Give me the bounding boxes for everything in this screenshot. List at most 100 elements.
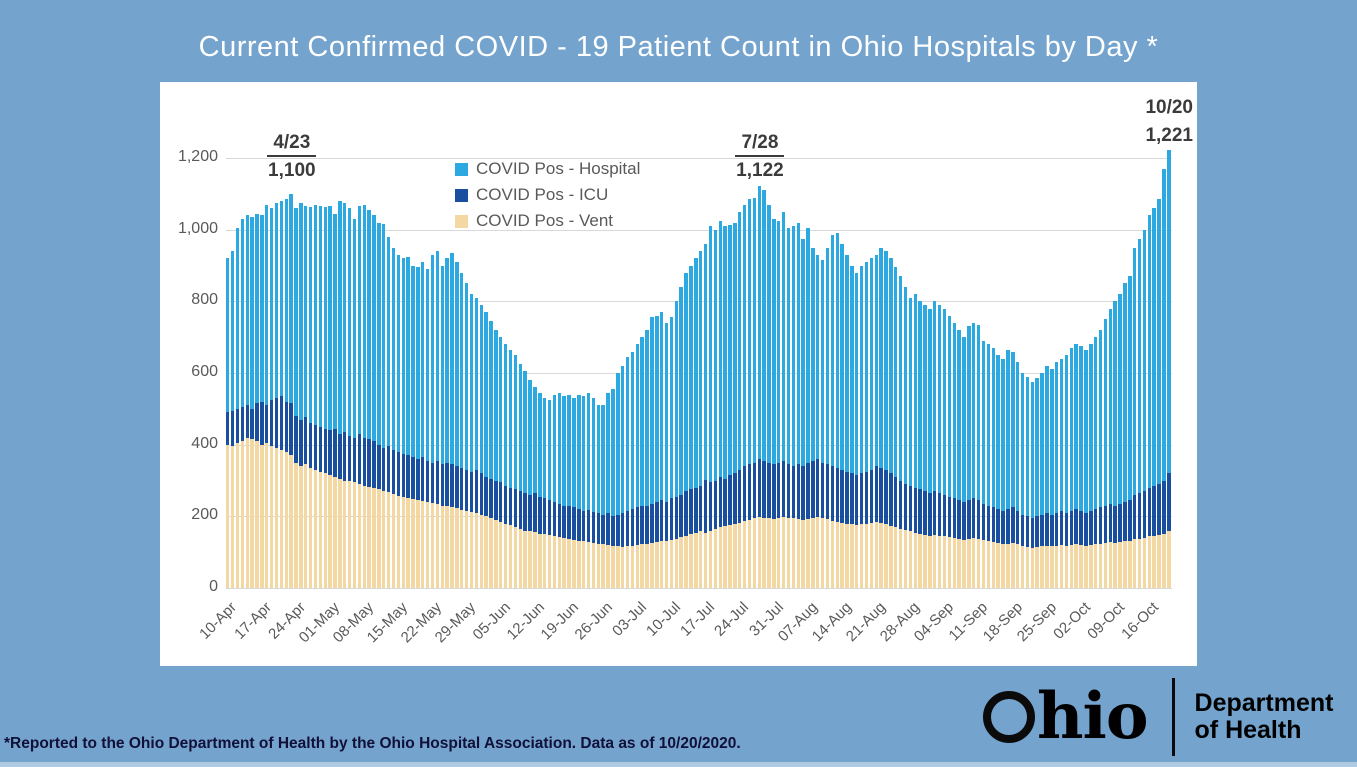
bar-vent xyxy=(1103,542,1108,588)
bar-hospital xyxy=(879,247,883,588)
bar-vent xyxy=(845,523,849,588)
bar-hospital xyxy=(713,229,718,588)
bar-vent xyxy=(962,539,966,588)
bar-hospital xyxy=(1050,369,1054,588)
bar-vent xyxy=(655,542,659,588)
bar-vent xyxy=(323,473,327,588)
bar-hospital xyxy=(284,199,288,588)
bar-vent xyxy=(1045,545,1049,588)
bar-hospital xyxy=(840,244,844,588)
bar-hospital xyxy=(377,222,381,588)
annotation-value: 1,122 xyxy=(736,160,784,181)
bar-hospital xyxy=(898,276,903,588)
bar-vent xyxy=(357,484,362,588)
bar-vent xyxy=(391,494,396,588)
bar-hospital xyxy=(947,315,952,588)
bar-hospital xyxy=(1069,347,1074,588)
bar-hospital xyxy=(845,254,849,588)
bar-hospital xyxy=(1093,337,1098,588)
bar-vent xyxy=(299,466,303,588)
bar-vent xyxy=(1074,544,1078,588)
bar-vent xyxy=(659,541,664,588)
bar-hospital xyxy=(952,322,956,588)
bar-vent xyxy=(503,523,508,588)
bar-hospital xyxy=(894,267,898,588)
bar-hospital xyxy=(889,258,893,588)
bar-hospital xyxy=(328,206,332,588)
bar-vent xyxy=(757,517,761,588)
bar-hospital xyxy=(479,304,483,588)
bar-vent xyxy=(416,500,420,588)
bar-vent xyxy=(781,517,786,588)
bar-vent xyxy=(1147,536,1152,588)
bar-vent xyxy=(1059,545,1064,588)
bar-hospital xyxy=(289,193,293,588)
bar-hospital xyxy=(645,330,649,588)
bar-vent xyxy=(396,495,401,588)
bar-hospital xyxy=(996,355,1000,588)
bar-vent xyxy=(762,517,766,588)
legend-label: COVID Pos - Hospital xyxy=(476,159,641,178)
bar-vent xyxy=(338,478,342,588)
bar-hospital xyxy=(240,218,245,588)
bar-vent xyxy=(767,518,771,588)
bottom-accent-strip xyxy=(0,762,1357,767)
bar-hospital xyxy=(625,356,630,588)
bar-hospital xyxy=(1064,355,1069,588)
bar-vent xyxy=(703,532,708,588)
x-tick-label: 17-Apr xyxy=(230,598,275,643)
bar-hospital xyxy=(245,215,249,588)
bar-vent xyxy=(630,545,635,588)
bar-hospital xyxy=(981,340,986,588)
bar-hospital xyxy=(265,204,269,588)
x-tick-label: 12-Jun xyxy=(503,598,548,644)
bar-hospital xyxy=(1113,301,1117,588)
bar-vent xyxy=(464,510,469,588)
bar-hospital xyxy=(591,398,596,588)
bar-hospital xyxy=(923,304,927,588)
bar-hospital xyxy=(1084,349,1088,588)
bar-hospital xyxy=(718,220,722,588)
bar-hospital xyxy=(855,272,859,588)
bar-hospital xyxy=(903,287,908,588)
bar-vent xyxy=(903,529,908,588)
bar-vent xyxy=(996,543,1000,588)
bar-vent xyxy=(362,485,366,588)
bar-vent xyxy=(469,512,474,588)
bar-vent xyxy=(786,517,791,588)
bar-hospital xyxy=(323,206,327,588)
bar-vent xyxy=(679,537,683,588)
bar-hospital xyxy=(581,396,586,588)
bar-vent xyxy=(538,533,542,588)
logo-brand-text: hio xyxy=(1037,679,1149,754)
bar-vent xyxy=(991,542,995,588)
bar-vent xyxy=(967,538,971,588)
bar-vent xyxy=(840,522,844,588)
bar-hospital xyxy=(747,199,752,588)
bar-vent xyxy=(1011,542,1015,588)
bar-vent xyxy=(1157,534,1161,588)
bar-vent xyxy=(284,451,288,588)
bar-vent xyxy=(528,531,532,588)
bar-vent xyxy=(1079,545,1083,588)
bar-hospital xyxy=(416,267,420,588)
bar-hospital xyxy=(742,204,747,588)
x-tick-label: 17-Jul xyxy=(677,598,719,640)
bar-hospital xyxy=(1123,283,1127,588)
bar-hospital xyxy=(869,258,874,588)
bar-vent xyxy=(294,462,298,588)
bar-vent xyxy=(806,519,810,588)
bar-vent xyxy=(791,518,796,588)
bar-vent xyxy=(620,546,625,588)
bar-hospital xyxy=(562,396,566,588)
x-tick-label: 05-Jun xyxy=(469,598,514,644)
bar-hospital xyxy=(1118,294,1122,588)
y-tick-label: 800 xyxy=(191,291,218,309)
bar-hospital xyxy=(767,204,771,588)
annotation-4-23: 4/23 1,100 xyxy=(222,132,362,182)
x-tick-label: 16-Oct xyxy=(1118,598,1163,643)
bar-vent xyxy=(372,487,376,588)
bar-vent xyxy=(923,534,927,588)
bar-vent xyxy=(859,524,864,588)
bar-hospital xyxy=(367,209,371,588)
